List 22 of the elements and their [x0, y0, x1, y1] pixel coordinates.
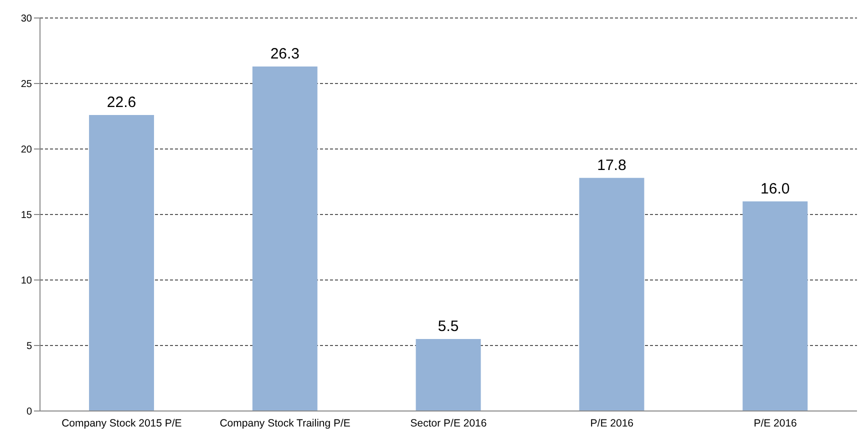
bar [252, 66, 318, 411]
x-tick-label: P/E 2016 [754, 417, 798, 430]
y-tick-label: 0 [26, 406, 32, 418]
x-tick-label: Company Stock Trailing P/E [220, 417, 350, 430]
bar [742, 201, 808, 411]
y-tick-label: 30 [20, 14, 32, 25]
y-tick-label: 15 [20, 210, 32, 222]
y-tick-label: 20 [20, 144, 32, 156]
data-label: 5.5 [438, 318, 459, 335]
y-tick-label: 10 [20, 276, 32, 287]
y-tick-label: 5 [26, 341, 32, 352]
bar [89, 114, 154, 411]
y-tick-label: 25 [20, 79, 32, 90]
data-label: 17.8 [597, 156, 626, 174]
x-tick-label: Sector P/E 2016 [410, 417, 487, 430]
bar [416, 338, 481, 411]
data-label: 16.0 [760, 180, 790, 198]
x-tick-label: P/E 2016 [590, 417, 634, 430]
bar [579, 178, 644, 411]
x-tick-label: Company Stock 2015 P/E [62, 417, 182, 430]
data-label: 26.3 [270, 45, 300, 62]
data-label: 22.6 [106, 94, 136, 111]
